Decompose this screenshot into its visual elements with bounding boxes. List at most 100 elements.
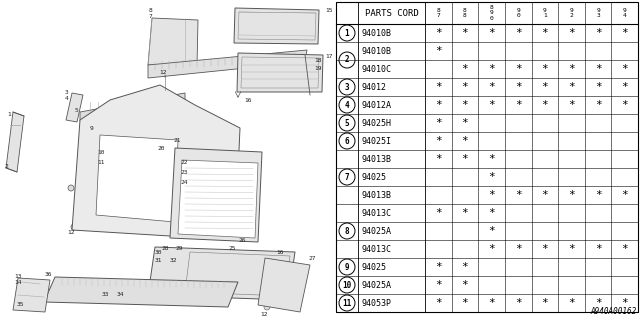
Text: 18: 18 <box>314 58 321 62</box>
Text: 8: 8 <box>149 7 153 12</box>
Text: *: * <box>435 262 442 272</box>
Circle shape <box>68 185 74 191</box>
Text: 94012: 94012 <box>361 83 386 92</box>
Text: 94013C: 94013C <box>361 244 391 253</box>
Text: 34: 34 <box>116 292 124 298</box>
Text: 12: 12 <box>159 69 167 75</box>
Text: 30: 30 <box>155 250 163 254</box>
Text: 33: 33 <box>101 292 109 298</box>
Text: 9
4: 9 4 <box>623 8 627 18</box>
Text: 28: 28 <box>161 245 168 251</box>
Text: 5: 5 <box>74 108 78 114</box>
Text: 27: 27 <box>308 255 316 260</box>
Text: 6: 6 <box>345 137 349 146</box>
Text: *: * <box>515 28 522 38</box>
Text: 32: 32 <box>170 258 177 262</box>
Text: 94012A: 94012A <box>361 100 391 109</box>
Text: 9: 9 <box>90 125 93 131</box>
Text: 8
8: 8 8 <box>463 8 467 18</box>
Text: *: * <box>435 46 442 56</box>
Polygon shape <box>80 93 185 121</box>
Circle shape <box>339 79 355 95</box>
Text: 13: 13 <box>14 274 22 278</box>
Text: *: * <box>461 28 468 38</box>
Polygon shape <box>258 258 310 312</box>
Polygon shape <box>96 135 178 222</box>
Text: 19: 19 <box>314 66 321 70</box>
Text: *: * <box>621 190 628 200</box>
Text: *: * <box>515 298 522 308</box>
Circle shape <box>339 133 355 149</box>
Polygon shape <box>237 53 323 92</box>
Text: *: * <box>435 118 442 128</box>
Text: *: * <box>621 244 628 254</box>
Text: 94025: 94025 <box>361 172 386 181</box>
Polygon shape <box>13 278 50 312</box>
Text: *: * <box>568 100 575 110</box>
Text: *: * <box>541 244 548 254</box>
Text: 9
0: 9 0 <box>516 8 520 18</box>
Text: *: * <box>541 190 548 200</box>
Text: *: * <box>488 100 495 110</box>
Polygon shape <box>72 85 240 240</box>
Text: *: * <box>461 118 468 128</box>
Text: *: * <box>461 82 468 92</box>
Circle shape <box>339 115 355 131</box>
Text: 94013C: 94013C <box>361 209 391 218</box>
Text: *: * <box>488 298 495 308</box>
Text: *: * <box>435 100 442 110</box>
Text: 7: 7 <box>149 13 153 19</box>
Bar <box>336 2 638 312</box>
Text: 31: 31 <box>155 258 163 262</box>
Text: 9: 9 <box>345 262 349 271</box>
Text: *: * <box>568 28 575 38</box>
Text: 11: 11 <box>97 161 104 165</box>
Text: 9
1: 9 1 <box>543 8 547 18</box>
Text: *: * <box>568 298 575 308</box>
Text: 7: 7 <box>345 172 349 181</box>
Text: *: * <box>621 298 628 308</box>
Text: *: * <box>488 190 495 200</box>
Text: *: * <box>461 208 468 218</box>
Text: 94053P: 94053P <box>361 299 391 308</box>
Circle shape <box>71 224 77 230</box>
Text: *: * <box>595 190 602 200</box>
Text: *: * <box>621 28 628 38</box>
Text: *: * <box>461 136 468 146</box>
Text: 16: 16 <box>244 98 252 102</box>
Text: *: * <box>488 226 495 236</box>
Text: *: * <box>515 82 522 92</box>
Text: 22: 22 <box>180 161 188 165</box>
Polygon shape <box>170 148 262 242</box>
Text: *: * <box>595 64 602 74</box>
Circle shape <box>339 277 355 293</box>
Text: 94025A: 94025A <box>361 281 391 290</box>
Text: *: * <box>621 82 628 92</box>
Polygon shape <box>234 8 319 44</box>
Text: 3: 3 <box>345 83 349 92</box>
Text: *: * <box>488 244 495 254</box>
Text: *: * <box>461 298 468 308</box>
Text: 35: 35 <box>16 302 24 308</box>
Text: *: * <box>541 100 548 110</box>
Text: PARTS CORD: PARTS CORD <box>365 9 419 18</box>
Text: 94025A: 94025A <box>361 227 391 236</box>
Circle shape <box>339 97 355 113</box>
Text: *: * <box>488 154 495 164</box>
Text: *: * <box>488 208 495 218</box>
Circle shape <box>339 52 355 68</box>
Text: 94013B: 94013B <box>361 190 391 199</box>
Text: 26: 26 <box>238 237 246 243</box>
Text: *: * <box>461 64 468 74</box>
Text: *: * <box>621 100 628 110</box>
Text: 10: 10 <box>97 150 104 156</box>
Text: 94013B: 94013B <box>361 155 391 164</box>
Text: *: * <box>515 64 522 74</box>
Text: 8
7: 8 7 <box>436 8 440 18</box>
Text: *: * <box>435 298 442 308</box>
Text: *: * <box>461 100 468 110</box>
Text: *: * <box>595 244 602 254</box>
Text: *: * <box>541 64 548 74</box>
Text: 3: 3 <box>65 90 68 94</box>
Circle shape <box>339 295 355 311</box>
